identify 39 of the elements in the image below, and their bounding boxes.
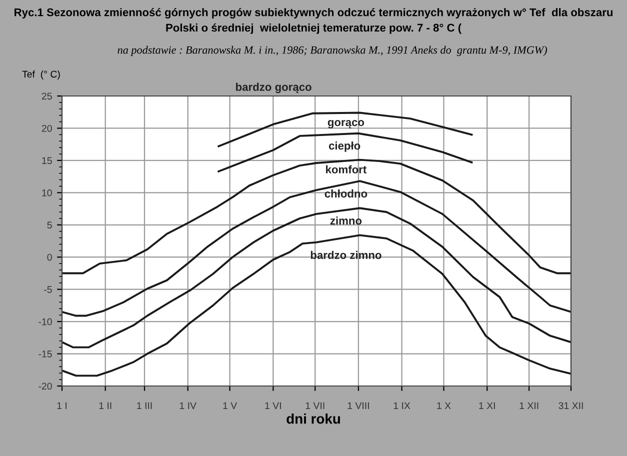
line-series xyxy=(62,207,571,348)
y-tick-label: 15 xyxy=(42,157,52,164)
x-tick-label: 1 I xyxy=(57,402,67,410)
y-tick-label: 10 xyxy=(42,189,52,196)
y-tick-label: 0 xyxy=(47,254,52,261)
y-tick-label: -20 xyxy=(38,382,52,390)
x-tick-label: 1 VIII xyxy=(348,402,369,410)
annotation: komfort xyxy=(326,165,367,174)
y-tick-label: -5 xyxy=(44,286,52,293)
x-tick-label: 1 X xyxy=(437,402,451,410)
x-tick-label: 1 VI xyxy=(265,402,281,410)
annotation: chłodno xyxy=(324,189,368,198)
y-tick-label: 25 xyxy=(42,92,52,100)
annotation: zimno xyxy=(330,216,362,225)
chart-subtitle: na podstawie : Baranowska M. i in., 1986; Baranowska M., 1991 Aneks do grantu M-9, IMGW) xyxy=(118,46,547,56)
y-tick-label: -15 xyxy=(38,350,52,358)
x-tick-label: 1 V xyxy=(223,402,238,410)
line-series xyxy=(62,180,571,317)
y-tick-label: 20 xyxy=(42,124,52,132)
x-tick-label: 1 IX xyxy=(394,402,410,410)
annotation: gorąco xyxy=(328,120,364,128)
x-tick-label: 1 IV xyxy=(180,402,196,410)
y-tick-label: 5 xyxy=(47,222,52,229)
line-series xyxy=(62,158,571,274)
chart-title: Ryc.1 Sezonowa zmienność górnych progów subiektywnych odczuć termicznych wyrażonych w° Tef dla obszaru Polski o średniej wieloletniej temeraturze pow. 7 - 8° C ( xyxy=(14,8,613,34)
y-tick-label: -10 xyxy=(38,318,52,326)
y-axis-title: Tef (° C) xyxy=(22,70,60,80)
x-tick-label: 1 VII xyxy=(306,402,324,410)
line-series xyxy=(218,132,473,172)
x-tick-label: 31 XII xyxy=(558,402,583,410)
annotation: ciepło xyxy=(328,141,360,152)
x-tick-label: 1 XI xyxy=(479,402,495,410)
x-tick-label: 1 III xyxy=(137,402,152,410)
annotation: bardzo zimno xyxy=(310,250,382,260)
text: bardzo gorąco xyxy=(236,82,312,94)
x-tick-label: 1 XII xyxy=(520,402,538,410)
line-series xyxy=(62,234,571,377)
x-tick-label: 1 II xyxy=(99,402,112,410)
x-axis-title: dni roku xyxy=(286,414,340,424)
